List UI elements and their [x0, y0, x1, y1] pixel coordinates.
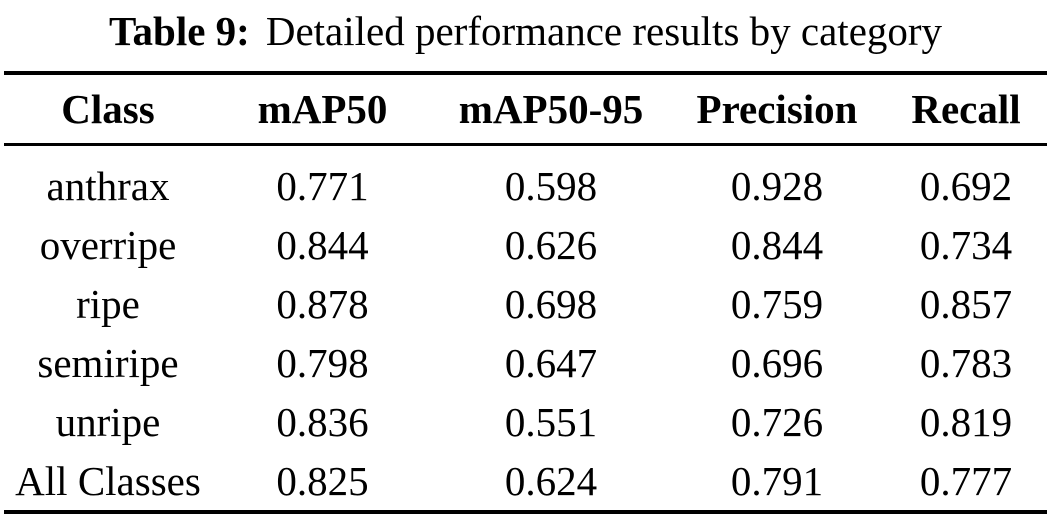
cell-map50: 0.844	[276, 221, 369, 268]
cell-class: All Classes	[15, 457, 201, 504]
table-row: overripe 0.844 0.626 0.844 0.734	[4, 215, 1047, 274]
cell-map50: 0.878	[276, 280, 369, 327]
table-row: unripe 0.836 0.551 0.726 0.819	[4, 392, 1047, 451]
header-cell-recall: Recall	[885, 73, 1047, 146]
cell-recall: 0.857	[919, 280, 1013, 327]
table-caption-label: Table 9:	[108, 8, 250, 54]
table-caption-text: Detailed performance results by category	[265, 8, 943, 54]
cell-map50: 0.798	[276, 339, 369, 386]
cell-class: anthrax	[46, 162, 170, 209]
cell-precision: 0.759	[730, 280, 824, 327]
cell-precision: 0.791	[730, 457, 824, 504]
header-cell-map50-95: mAP50-95	[433, 73, 669, 146]
cell-precision: 0.928	[730, 162, 824, 209]
cell-class: semiripe	[37, 339, 179, 386]
header-row: Class mAP50 mAP50-95 Precision Recall	[4, 73, 1047, 146]
cell-map50-95: 0.647	[504, 339, 598, 386]
table-caption: Table 9: Detailed performance results by …	[0, 0, 1051, 57]
cell-precision: 0.726	[730, 398, 824, 445]
cell-map50: 0.836	[276, 398, 369, 445]
cell-recall: 0.692	[919, 162, 1013, 209]
cell-map50-95: 0.626	[504, 221, 598, 268]
cell-map50-95: 0.698	[504, 280, 598, 327]
cell-class: unripe	[55, 398, 161, 445]
header-cell-precision: Precision	[669, 73, 885, 146]
cell-recall: 0.819	[919, 398, 1013, 445]
cell-map50-95: 0.598	[504, 162, 598, 209]
cell-map50: 0.825	[276, 457, 369, 504]
cell-class: ripe	[76, 280, 140, 327]
table-row: anthrax 0.771 0.598 0.928 0.692	[4, 145, 1047, 216]
results-table: Class mAP50 mAP50-95 Precision Recall an…	[4, 71, 1047, 514]
cell-map50: 0.771	[276, 162, 369, 209]
header-cell-map50: mAP50	[212, 73, 433, 146]
table-row: ripe 0.878 0.698 0.759 0.857	[4, 274, 1047, 333]
cell-precision: 0.844	[730, 221, 824, 268]
header-cell-class: Class	[4, 73, 212, 146]
cell-map50-95: 0.551	[504, 398, 598, 445]
cell-class: overripe	[39, 221, 177, 268]
table-row: semiripe 0.798 0.647 0.696 0.783	[4, 333, 1047, 392]
cell-recall: 0.783	[919, 339, 1013, 386]
table-row: All Classes 0.825 0.624 0.791 0.777	[4, 451, 1047, 512]
cell-precision: 0.696	[730, 339, 824, 386]
cell-map50-95: 0.624	[504, 457, 598, 504]
cell-recall: 0.777	[919, 457, 1013, 504]
cell-recall: 0.734	[919, 221, 1013, 268]
